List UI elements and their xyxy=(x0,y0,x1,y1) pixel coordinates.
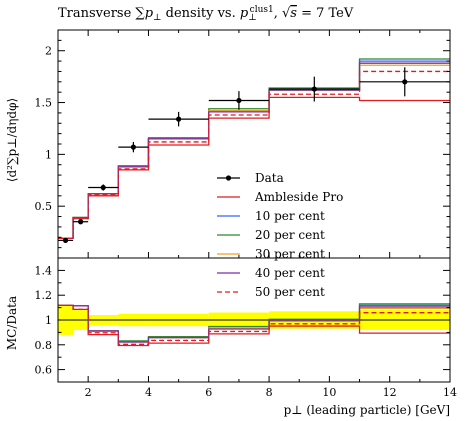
series-line-main-4 xyxy=(58,62,450,239)
y-tick-label-ratio: 1 xyxy=(45,314,52,327)
legend-label-5: 50 per cent xyxy=(255,285,325,299)
legend-label-1: 10 per cent xyxy=(255,209,325,223)
data-point xyxy=(100,184,106,191)
legend-label-2: 20 per cent xyxy=(255,228,325,242)
y-tick-label-ratio: 0.6 xyxy=(35,364,53,377)
x-tick-label: 12 xyxy=(383,386,397,399)
x-axis-label: p⊥ (leading particle) [GeV] xyxy=(284,403,450,417)
series-line-ratio-5 xyxy=(58,304,450,345)
legend-label-data: Data xyxy=(255,171,284,185)
series-line-ratio-4 xyxy=(58,304,450,343)
y-tick-label-ratio: 1.4 xyxy=(35,264,53,277)
x-tick-label: 4 xyxy=(145,386,152,399)
y-tick-label-main: 0.5 xyxy=(35,200,53,213)
data-point xyxy=(78,219,84,225)
data-point xyxy=(130,144,136,150)
data-point xyxy=(176,116,182,122)
main-panel: 0.5 1 1.5 2 xyxy=(35,29,451,259)
y-tick-label-main: 2 xyxy=(45,45,52,58)
legend-data-marker xyxy=(225,175,232,181)
x-tick-label: 10 xyxy=(322,386,336,399)
data-point xyxy=(402,79,408,85)
data-point xyxy=(311,86,317,92)
ratio-panel: 2 4 6 8 10 12 14 0.6 0.8 1 1.2 1.4 xyxy=(35,257,457,399)
legend-label-4: 40 per cent xyxy=(255,266,325,280)
x-tick-label: 2 xyxy=(85,386,92,399)
y-tick-label-ratio: 1.2 xyxy=(35,289,53,302)
y-tick-label-ratio: 0.8 xyxy=(35,339,53,352)
legend: Data Ambleside Pro 10 per cent 20 per cent 3… xyxy=(217,171,343,299)
series-line-main-1 xyxy=(58,60,450,239)
data-point xyxy=(236,97,242,104)
legend-label-3: 30 per cent xyxy=(255,247,325,261)
series-line-main-5 xyxy=(58,70,450,239)
x-tick-label: 14 xyxy=(443,386,457,399)
main-frame xyxy=(57,29,451,259)
data-point xyxy=(62,237,69,243)
y-tick-label-main: 1.5 xyxy=(35,97,53,110)
series-line-main-2 xyxy=(58,58,450,239)
chart-title: Transverse ∑p⊥ density vs. p⊥clus1, √s =… xyxy=(58,5,354,23)
y-tick-label-main: 1 xyxy=(45,148,52,161)
legend-label-0: Ambleside Pro xyxy=(254,190,343,204)
x-tick-label: 8 xyxy=(266,386,273,399)
y-axis-label-main: ⟨d²∑p⊥/dηdφ⟩ xyxy=(5,98,19,182)
y-axis-label-ratio: MC/Data xyxy=(5,296,19,350)
series-line-main-0 xyxy=(58,96,450,239)
series-line-main-3 xyxy=(58,64,450,239)
x-tick-label: 6 xyxy=(205,386,212,399)
